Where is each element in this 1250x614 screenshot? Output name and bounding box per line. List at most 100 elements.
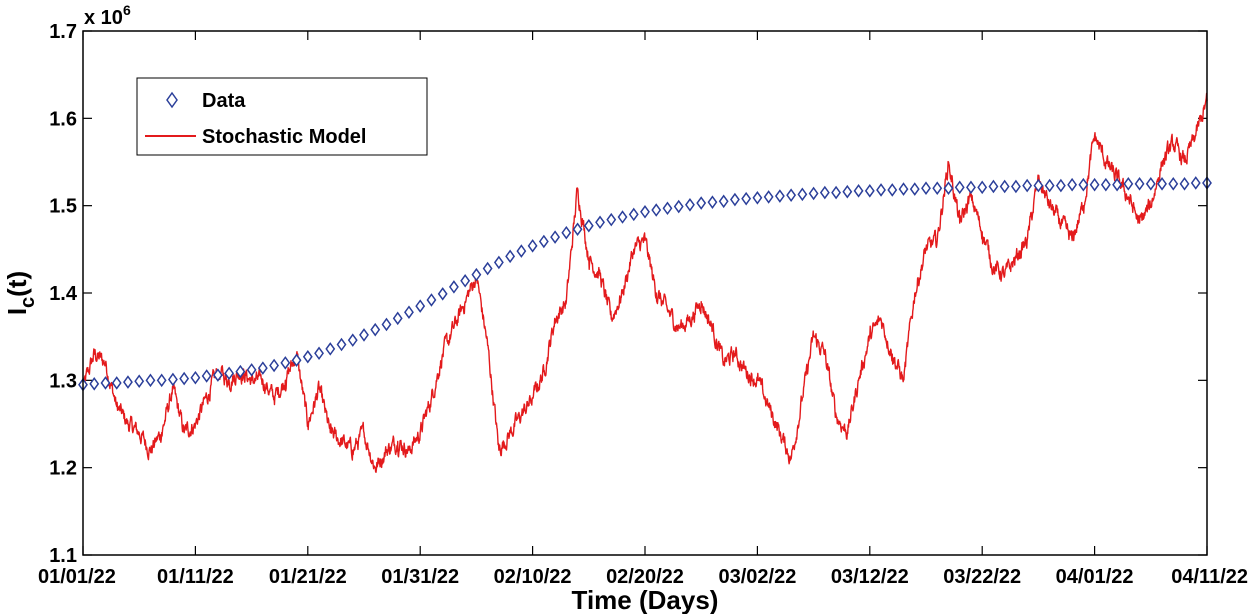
y-tick-label: 1.4 — [49, 283, 78, 305]
data-point-marker — [741, 191, 752, 206]
x-tick-label: 04/11/22 — [1171, 566, 1248, 588]
data-point-marker — [246, 363, 257, 377]
data-point-marker — [1134, 177, 1145, 191]
data-point-marker — [1055, 178, 1066, 193]
y-tick-label: 1.1 — [49, 545, 77, 567]
data-point-marker — [797, 187, 808, 202]
data-point-marker — [179, 371, 190, 386]
x-axis-title: Time (Days) — [572, 585, 719, 614]
data-point-marker — [651, 203, 662, 217]
stochastic-model-line — [82, 92, 1208, 473]
data-point-marker — [550, 230, 561, 244]
data-point-marker — [561, 225, 572, 240]
data-point-marker — [280, 356, 291, 370]
data-point-marker — [134, 374, 145, 388]
data-point-marker — [235, 364, 246, 379]
legend-entry-stochastic-model: Stochastic Model — [202, 126, 366, 148]
y-tick-label: 1.5 — [49, 196, 77, 218]
data-point-marker — [628, 207, 639, 222]
x-tick-label: 03/12/22 — [831, 566, 909, 588]
y-tick-label: 1.6 — [49, 108, 77, 130]
data-point-marker — [448, 280, 459, 294]
data-point-marker — [1100, 177, 1111, 192]
data-point-marker — [1157, 177, 1167, 191]
data-point-marker — [516, 244, 527, 258]
y-tick-label: 1.7 — [49, 21, 77, 43]
data-point-marker — [224, 366, 235, 381]
data-point-marker — [763, 190, 774, 204]
data-point-marker — [302, 349, 313, 364]
data-point-marker — [359, 328, 369, 342]
data-point-marker — [819, 185, 830, 200]
data-point-marker — [1078, 177, 1089, 192]
data-point-marker — [988, 179, 999, 194]
data-point-marker — [291, 353, 302, 368]
data-point-marker — [1089, 177, 1100, 192]
data-point-marker — [89, 377, 100, 391]
data-point-marker — [415, 299, 426, 313]
axis-tick-labels: 01/01/22 01/11/22 01/21/22 01/31/22 02/10/22… — [38, 21, 1248, 588]
data-point-marker — [876, 183, 886, 197]
data-point-marker — [336, 337, 347, 352]
data-point-marker — [100, 376, 111, 390]
data-point-marker — [190, 370, 201, 385]
data-point-marker — [966, 180, 976, 195]
data-point-marker — [932, 181, 943, 195]
data-point-marker — [1033, 178, 1044, 193]
data-point-marker — [1044, 178, 1055, 193]
data-point-marker — [437, 287, 448, 301]
x-tick-label: 01/01/22 — [38, 566, 116, 588]
x-tick-label: 02/10/22 — [494, 566, 572, 588]
x-tick-label: 02/20/22 — [606, 566, 684, 588]
data-point-marker — [617, 210, 628, 224]
plot-frame — [82, 30, 1208, 556]
data-point-marker — [1022, 178, 1033, 193]
data-point-marker — [999, 179, 1010, 194]
data-point-marker — [527, 239, 538, 253]
data-point-marker — [1010, 179, 1021, 194]
data-point-marker — [909, 182, 920, 196]
x-tick-label: 03/02/22 — [718, 566, 796, 588]
axis-ticks — [82, 30, 1208, 556]
y-tick-label: 1.2 — [49, 458, 77, 480]
stochastic-model-series — [82, 92, 1208, 473]
data-point-marker — [606, 212, 617, 227]
data-point-marker — [201, 369, 212, 383]
data-point-marker — [257, 361, 268, 375]
data-point-marker — [325, 342, 336, 356]
data-point-marker — [156, 373, 167, 388]
data-point-marker — [347, 333, 358, 347]
data-point-marker — [898, 182, 909, 196]
data-point-marker — [640, 205, 650, 219]
data-series — [78, 176, 1212, 392]
data-point-marker — [381, 317, 392, 332]
data-point-marker — [314, 346, 324, 361]
legend-box — [136, 77, 428, 156]
data-point-marker — [853, 184, 864, 198]
x-tick-label: 04/01/22 — [1056, 566, 1134, 588]
data-point-marker — [1112, 177, 1123, 192]
data-point-marker — [583, 218, 594, 233]
data-point-marker — [808, 186, 819, 201]
data-point-marker — [673, 199, 684, 214]
data-point-marker — [595, 215, 605, 230]
data-point-marker — [954, 180, 965, 195]
data-point-marker — [460, 273, 471, 288]
data-point-marker — [662, 201, 673, 216]
data-point-marker — [493, 255, 504, 270]
data-point-marker — [111, 376, 122, 390]
data-point-marker — [1190, 176, 1201, 190]
data-point-marker — [943, 181, 954, 195]
data-point-marker — [482, 261, 493, 276]
data-point-marker — [471, 267, 482, 282]
data-point-marker — [426, 293, 437, 307]
data-point-marker — [1168, 177, 1179, 191]
x-tick-label: 01/11/22 — [157, 566, 234, 588]
data-point-marker — [718, 194, 729, 209]
y-axis-title: Ic(t) — [2, 271, 39, 315]
data-point-marker — [572, 222, 583, 237]
data-point-marker — [538, 234, 549, 249]
data-point-marker — [269, 358, 280, 373]
data-point-marker — [752, 191, 763, 205]
